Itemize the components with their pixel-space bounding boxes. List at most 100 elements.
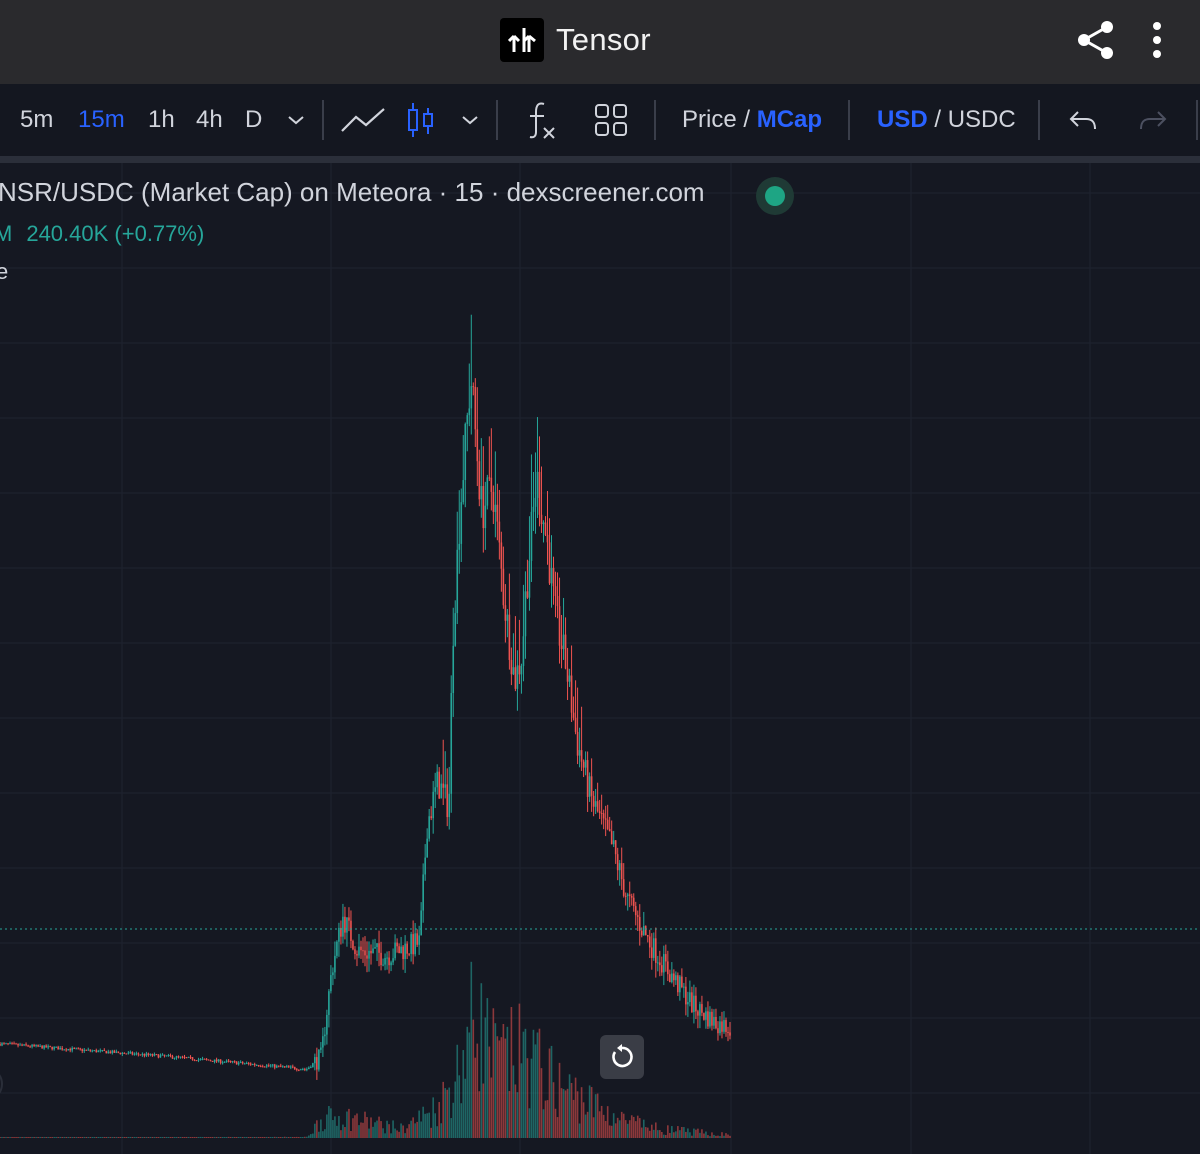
candle-body <box>719 1021 721 1034</box>
volume-bar <box>69 1137 71 1138</box>
share-icon[interactable] <box>1074 18 1118 62</box>
candle-body <box>370 950 372 954</box>
volume-bar <box>183 1137 186 1138</box>
volume-bar <box>430 1127 432 1138</box>
candle-body <box>324 1034 326 1037</box>
interval-d[interactable]: D <box>245 106 263 133</box>
candle-body <box>185 1057 188 1059</box>
volume-bar <box>516 1092 519 1138</box>
interval-1h[interactable]: 1h <box>148 106 175 133</box>
volume-bar <box>667 1125 669 1138</box>
volume-bar <box>592 1117 595 1138</box>
candle-body <box>574 717 577 732</box>
price-chart[interactable] <box>0 163 1200 1154</box>
volume-bar <box>67 1137 69 1138</box>
candle-body <box>408 953 410 955</box>
price-label[interactable]: Price <box>682 106 737 133</box>
interval-15m[interactable]: 15m <box>78 106 125 133</box>
candle-body <box>703 1012 705 1020</box>
candle-body <box>249 1063 252 1065</box>
candle-body <box>683 986 685 988</box>
candle-body <box>346 917 348 933</box>
candle-body <box>99 1050 102 1052</box>
volume-bar <box>239 1137 242 1138</box>
candle-body <box>697 1011 699 1016</box>
candle-body <box>673 973 675 981</box>
usd-label[interactable]: USD <box>877 106 928 133</box>
reset-chart-button[interactable] <box>600 1035 644 1079</box>
price-mcap-toggle[interactable]: Price / MCap <box>682 84 822 156</box>
volume-bar <box>721 1132 723 1138</box>
volume-bar <box>634 1121 637 1138</box>
currency-toggle[interactable]: USD / USDC <box>877 84 1016 156</box>
candle-body <box>1 1043 3 1046</box>
candle-body <box>173 1057 176 1059</box>
volume-bar <box>711 1132 713 1138</box>
chart-type-chevron-down-icon[interactable] <box>460 84 480 156</box>
candle-body <box>167 1055 170 1057</box>
candles-icon[interactable] <box>406 84 436 156</box>
candle-body <box>261 1066 264 1068</box>
candle-body <box>296 1069 298 1071</box>
volume-bar <box>508 1090 511 1138</box>
candle-body <box>330 975 332 992</box>
volume-bar <box>348 1108 350 1138</box>
candle-body <box>344 916 346 933</box>
candle-body <box>608 828 611 832</box>
candle-body <box>65 1049 67 1051</box>
candle-body <box>546 534 549 543</box>
usdc-label[interactable]: USDC <box>947 106 1016 133</box>
candle-body <box>685 986 687 1005</box>
candle-body <box>524 591 527 637</box>
volume-bar <box>163 1137 166 1138</box>
interval-chevron-down-icon[interactable] <box>286 84 306 156</box>
candle-body <box>113 1050 116 1053</box>
volume-bar <box>235 1137 238 1138</box>
candle-body <box>165 1055 168 1057</box>
line-chart-icon[interactable] <box>340 84 386 156</box>
candle-body <box>217 1059 220 1062</box>
undo-icon[interactable] <box>1068 84 1098 156</box>
candle-body <box>354 949 356 955</box>
interval-4h[interactable]: 4h <box>196 106 223 133</box>
candle-body <box>452 645 455 694</box>
volume-bar <box>709 1136 711 1138</box>
toolbar-divider <box>654 100 656 140</box>
volume-bar <box>687 1128 689 1138</box>
indicators-icon[interactable] <box>524 84 558 156</box>
candle-body <box>713 1016 715 1026</box>
more-vertical-icon[interactable] <box>1140 18 1174 62</box>
candle-body <box>592 795 595 807</box>
candle-body <box>33 1044 35 1046</box>
volume-bar <box>717 1135 719 1138</box>
volume-bar <box>119 1137 122 1138</box>
volume-bar <box>113 1137 116 1138</box>
app-header <box>0 0 1200 84</box>
candle-body <box>602 813 605 819</box>
interval-5m[interactable]: 5m <box>20 106 54 133</box>
candle-body <box>671 973 673 983</box>
candle-body <box>251 1064 254 1066</box>
volume-bar <box>460 1103 463 1138</box>
candle-body <box>426 838 428 858</box>
candle-body <box>486 477 489 506</box>
candle-body <box>283 1066 286 1068</box>
layout-grid-icon[interactable] <box>594 84 628 156</box>
candle-body <box>612 840 615 845</box>
candle-body <box>243 1063 246 1065</box>
mcap-label[interactable]: MCap <box>756 106 823 133</box>
candle-body <box>598 811 601 814</box>
volume-bar <box>665 1135 667 1138</box>
redo-icon[interactable] <box>1138 84 1168 156</box>
candle-body <box>129 1052 132 1054</box>
candle-body <box>191 1057 194 1060</box>
candle-body <box>430 816 432 819</box>
volume-bar <box>614 1123 617 1138</box>
candle-body <box>41 1045 43 1049</box>
candle-body <box>340 927 342 937</box>
volume-bar <box>498 1040 501 1138</box>
candle-body <box>183 1056 186 1058</box>
candle-body <box>705 1011 707 1020</box>
volume-bar <box>43 1137 45 1138</box>
candle-body <box>316 1057 318 1070</box>
